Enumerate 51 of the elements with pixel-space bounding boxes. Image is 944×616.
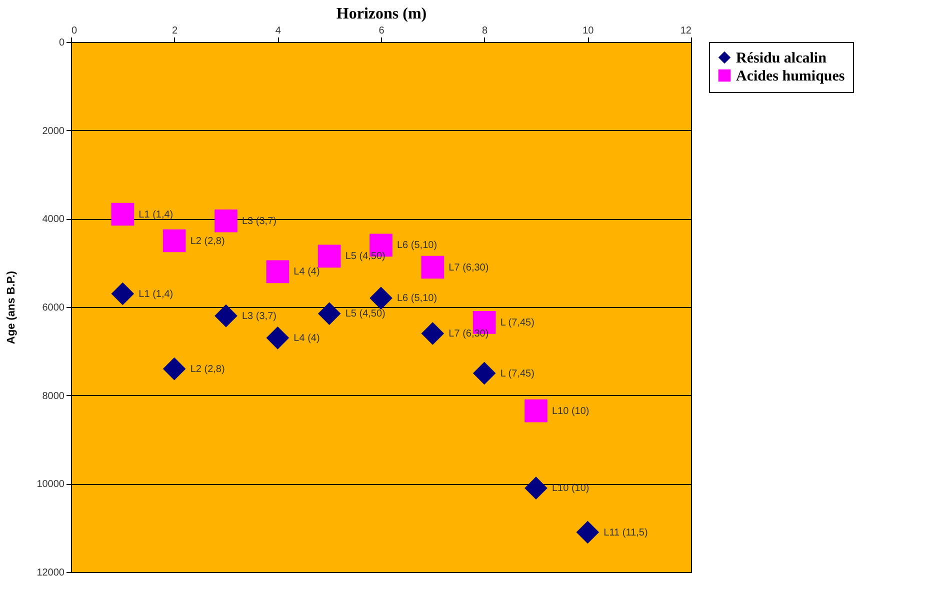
point [162,229,186,252]
annotation: L3 (3,7) [242,310,276,322]
annotation: L7 (6,30) [448,262,489,274]
point [162,357,186,380]
annotation: L10 (10) [552,483,590,494]
y-tick-label: 6000 [42,302,65,314]
point [214,209,238,232]
annotation: L6 (5,10) [397,293,438,304]
x-axis-title: Horizons (m) [336,6,427,22]
point [318,244,341,268]
point [472,362,496,385]
legend-label: Acides humiques [736,68,845,84]
point [111,202,134,226]
annotation: L2 (2,8) [190,236,225,247]
point [318,302,341,326]
y-tick-label: 0 [58,38,65,48]
annotation: L6 (5,10) [397,240,438,252]
annotation: L (7,45) [500,368,534,380]
y-tick-label: 2000 [42,126,65,137]
point [266,260,290,284]
annotation: L11 (11,5) [604,527,648,538]
y-tick-label: 8000 [42,390,65,402]
y-tick-label: 12000 [36,568,65,578]
annotation: L4 (4) [294,266,320,278]
point [421,322,444,345]
annotation: L4 (4) [294,332,320,344]
point [576,520,600,544]
annotation: L1 (1,4) [138,288,174,300]
x-tick-label: 8 [482,26,488,36]
point [266,326,290,350]
y-tick-label: 4000 [42,214,65,226]
point [111,282,134,306]
x-tick-label: 0 [72,26,78,36]
annotation: L10 (10) [552,406,590,417]
point [421,256,444,279]
point [524,476,548,500]
x-tick-label: 12 [680,26,692,36]
x-tick-label: 6 [378,26,385,36]
y-axis-title: Age (ans B.P.) [6,270,18,344]
y-tick-label: 10000 [36,479,65,490]
point [214,304,238,328]
point [370,286,392,310]
annotation: L5 (4,50) [345,308,386,320]
x-tick-label: 2 [172,26,178,36]
annotation: L1 (1,4) [138,209,174,220]
annotation: L2 (2,8) [190,364,225,375]
x-tick-label: 10 [582,26,594,36]
annotation: L (7,45) [500,317,534,328]
x-tick-label: 4 [275,26,282,36]
point [524,399,548,422]
legend-label: Résidu alcalin [736,50,828,66]
